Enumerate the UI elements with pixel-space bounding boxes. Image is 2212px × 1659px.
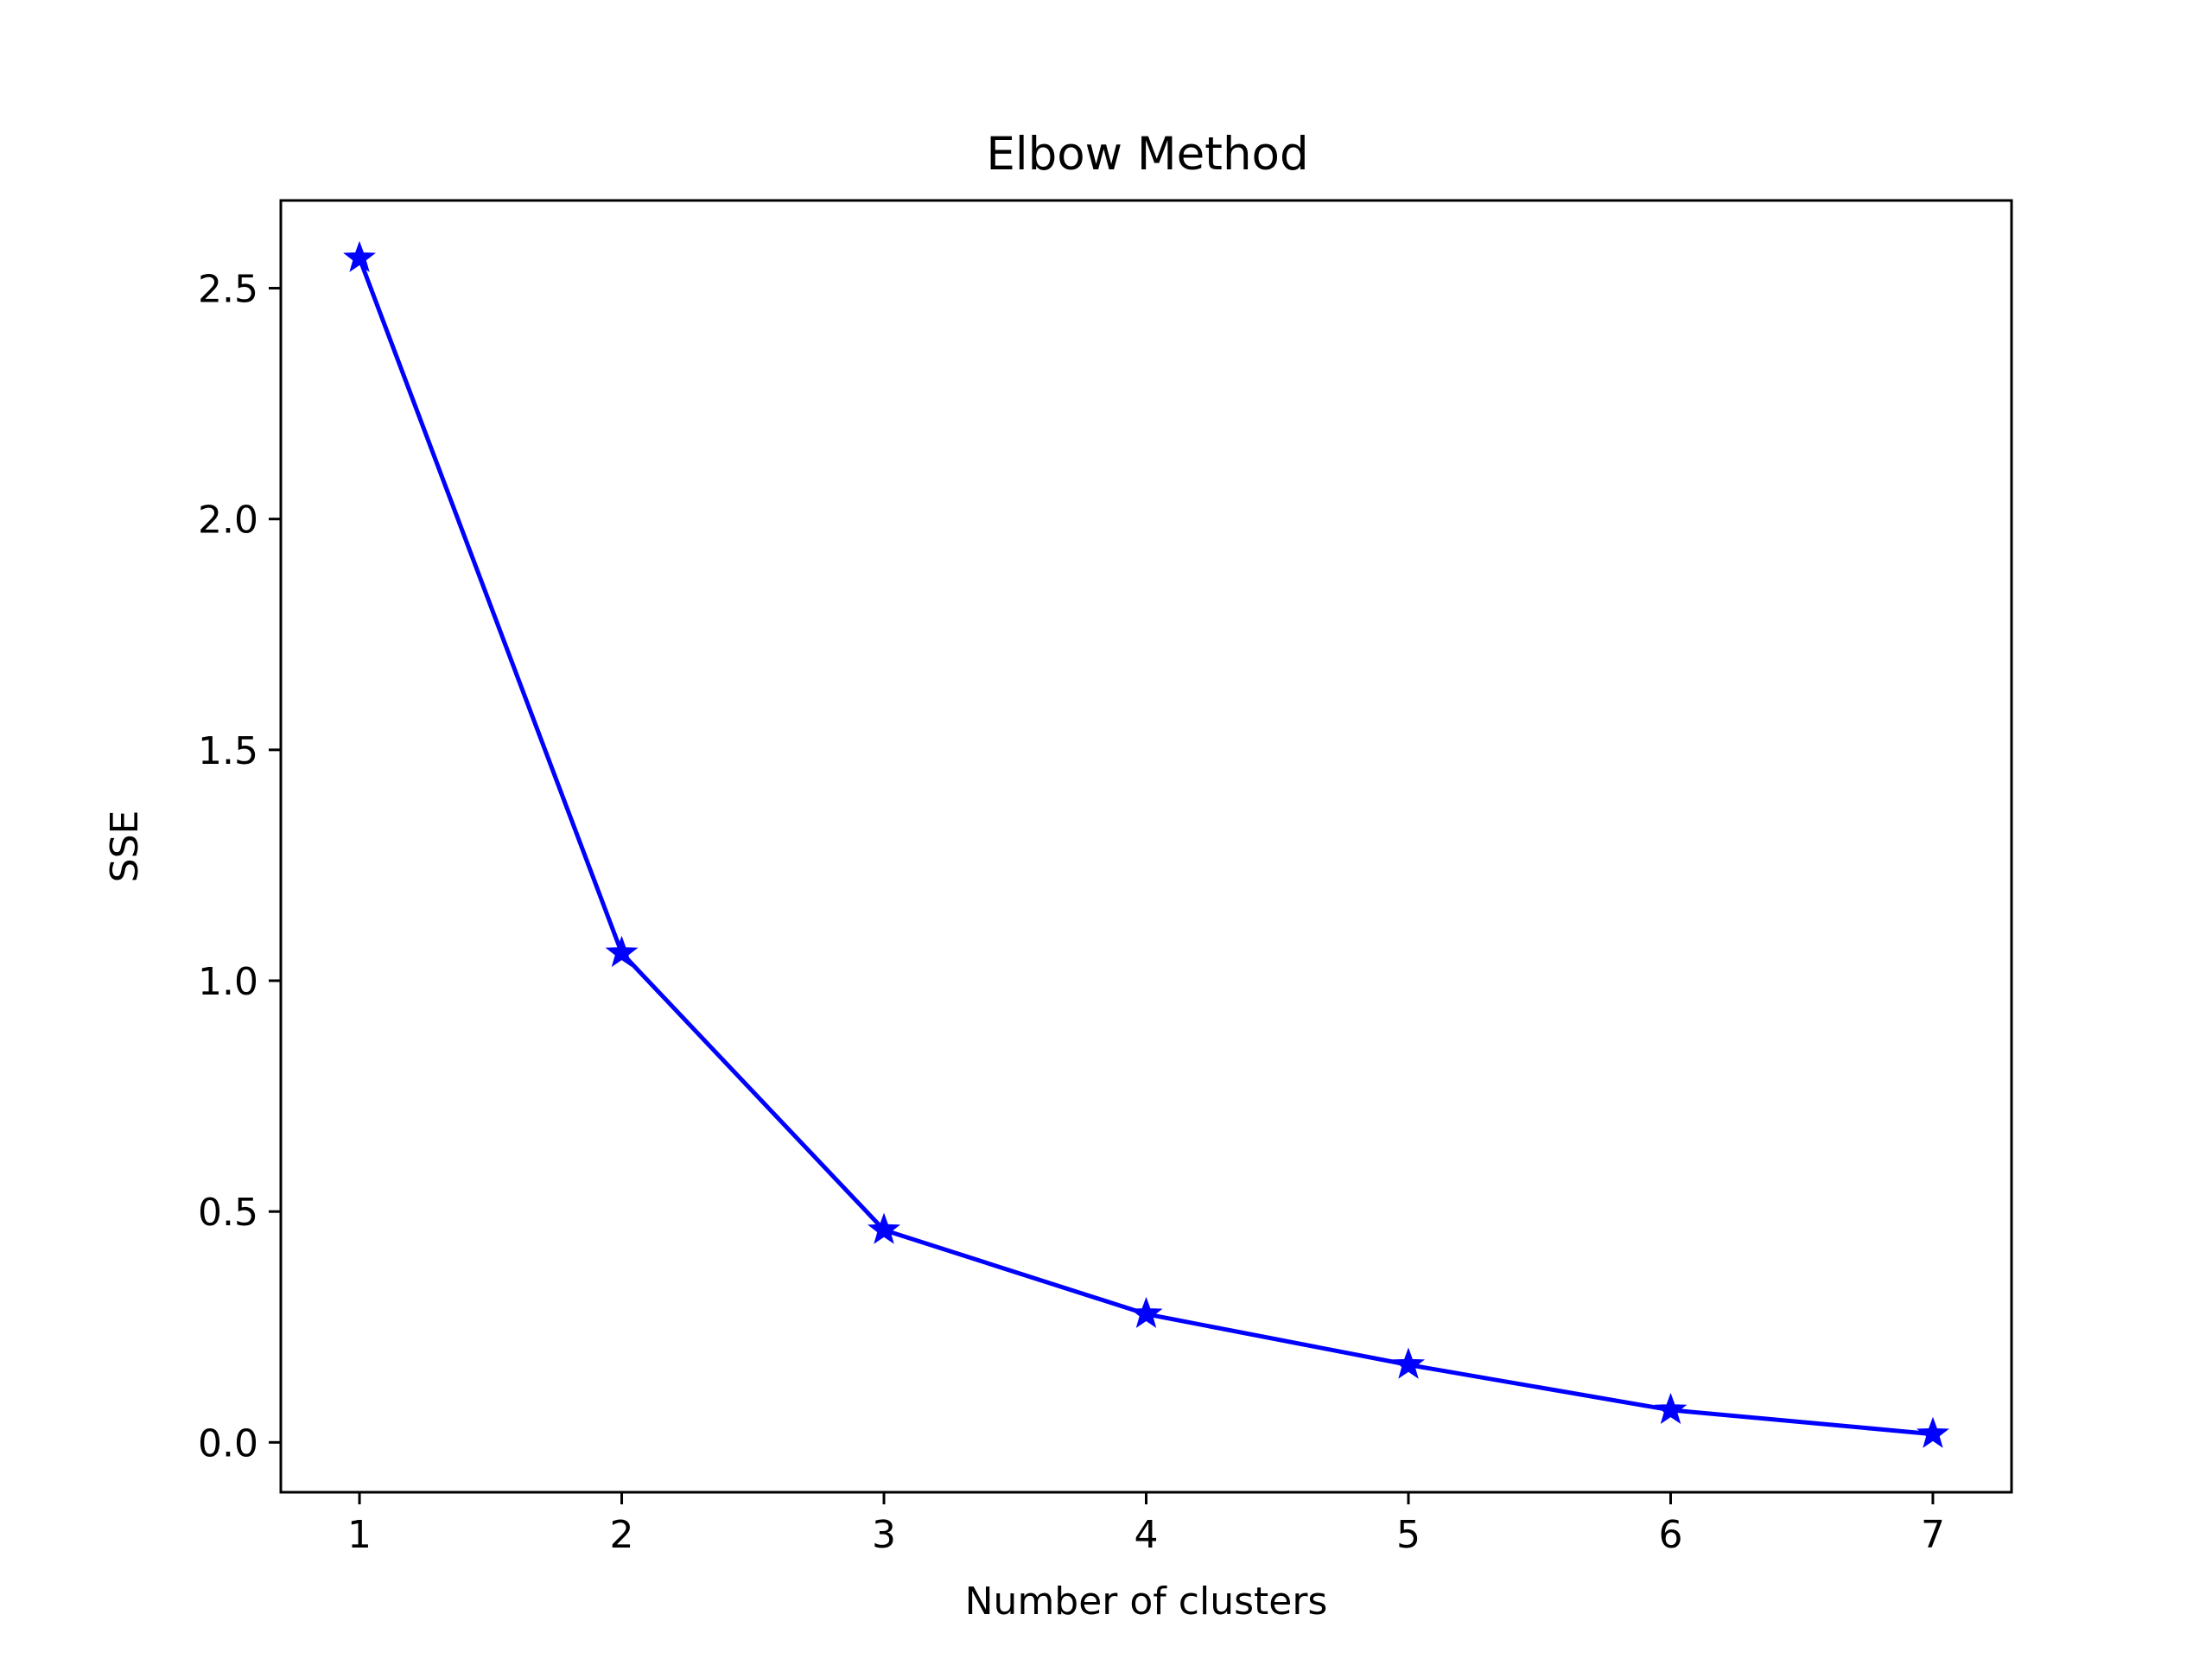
y-tick-label: 0.5: [198, 1191, 258, 1235]
series-markers: [343, 240, 1949, 1448]
x-tick-label: 1: [347, 1513, 372, 1557]
x-axis-title: Number of clusters: [965, 1580, 1328, 1624]
y-tick-label: 1.0: [198, 960, 258, 1004]
plot-area: [343, 240, 1949, 1448]
data-point-marker: [343, 240, 376, 272]
x-tick-label: 6: [1658, 1513, 1682, 1557]
x-axis-ticks: 1 2 3 4 5 6 7: [347, 1492, 1945, 1557]
data-point-marker: [1129, 1296, 1163, 1328]
data-point-marker: [1392, 1347, 1426, 1379]
y-tick-label: 2.0: [198, 499, 258, 543]
axes-frame: [279, 199, 2013, 1494]
data-point-marker: [605, 935, 639, 968]
data-point-marker: [1654, 1392, 1688, 1424]
x-tick-label: 5: [1396, 1513, 1421, 1557]
x-tick-label: 2: [610, 1513, 634, 1557]
x-tick-label: 7: [1921, 1513, 1945, 1557]
chart-title: Elbow Method: [986, 128, 1308, 181]
data-point-marker: [1916, 1416, 1949, 1448]
y-tick-label: 2.5: [198, 268, 258, 312]
y-axis-title: SSE: [103, 810, 147, 883]
x-tick-label: 3: [872, 1513, 896, 1557]
y-tick-label: 1.5: [198, 729, 258, 773]
data-point-marker: [868, 1212, 900, 1244]
x-tick-label: 4: [1135, 1513, 1159, 1557]
y-axis-ticks: 0.0 0.5 1.0 1.5 2.0 2.5: [198, 268, 281, 1465]
y-tick-label: 0.0: [198, 1421, 258, 1465]
